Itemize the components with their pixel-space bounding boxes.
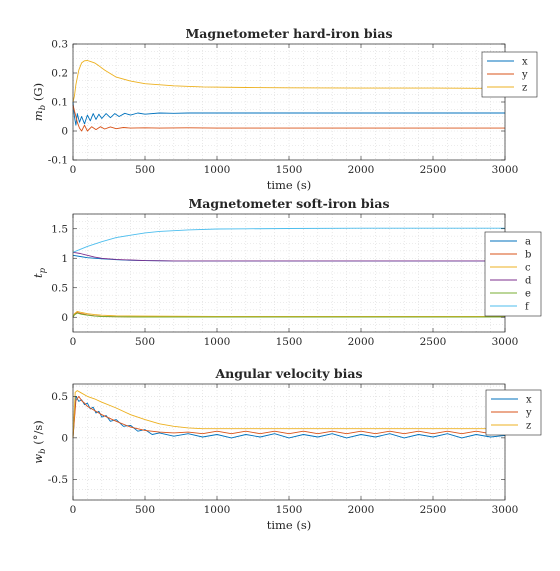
- legend-label: d: [525, 276, 532, 287]
- x-axis-label: time (s): [267, 178, 312, 192]
- y-tick-label: 0.5: [51, 391, 68, 403]
- chart-2: 0 500 1000 1500 2000 2500 3000 0 0.5 1 1.5 Magnetom…: [31, 196, 542, 348]
- legend-label: z: [526, 421, 531, 432]
- legend-label: b: [525, 250, 531, 261]
- series-line-d: [72, 251, 505, 262]
- y-axis-label: wb (°/s): [31, 420, 48, 463]
- x-tick-label: 2500: [420, 504, 447, 516]
- series-line-z: [72, 60, 506, 103]
- x-tick-label: 1000: [204, 504, 231, 516]
- x-tick-label: 1500: [276, 336, 303, 348]
- x-tick-label: 2500: [420, 164, 447, 176]
- legend-label: y: [521, 70, 528, 81]
- y-tick-label: 0.3: [51, 39, 68, 51]
- y-tick-label: 0.2: [51, 68, 68, 80]
- chart-1: 0 500 1000 1500 2000 2500 3000-0.100.10.20.3Ma…: [31, 26, 538, 192]
- chart-3: 0 500 1000 1500 2000 2500 3000 -0.5 0 0.5 Angular …: [31, 366, 542, 532]
- series-line-x: [72, 101, 505, 126]
- y-axis-label: mb (G): [31, 83, 48, 121]
- x-tick-label: 500: [135, 336, 155, 348]
- y-tick-label: -0.5: [48, 474, 68, 486]
- y-tick-label: 1: [61, 253, 68, 265]
- x-tick-label: 1000: [204, 164, 231, 176]
- series-line-y: [72, 395, 506, 438]
- series-line-f: [72, 227, 505, 253]
- y-tick-label: -0.1: [48, 155, 68, 167]
- y-tick-label: 0: [61, 126, 68, 138]
- y-tick-label: 1.5: [51, 223, 68, 235]
- y-tick-label: 0: [61, 432, 68, 444]
- x-tick-label: 500: [135, 504, 155, 516]
- x-tick-label: 2000: [348, 504, 375, 516]
- legend: xyz: [481, 51, 538, 98]
- chart-title: Magnetometer hard-iron bias: [185, 26, 392, 41]
- legend-label: a: [525, 237, 531, 248]
- legend-label: y: [525, 408, 532, 419]
- legend-label: e: [525, 289, 531, 300]
- x-tick-label: 1000: [204, 336, 231, 348]
- y-axis-label: tp: [31, 267, 48, 278]
- series-line-z: [72, 390, 505, 438]
- legend-box: [484, 231, 542, 317]
- legend: xyz: [485, 389, 542, 436]
- series-line-x: [72, 395, 506, 439]
- x-tick-label: 2000: [348, 336, 375, 348]
- x-tick-label: 1500: [276, 164, 303, 176]
- legend-label: x: [526, 395, 532, 406]
- x-tick-label: 0: [70, 336, 77, 348]
- y-tick-label: 0.5: [51, 282, 68, 294]
- x-axis-label: time (s): [267, 518, 312, 532]
- series-line-y: [72, 104, 505, 132]
- legend-label: z: [522, 83, 527, 94]
- x-tick-label: 2000: [348, 164, 375, 176]
- x-tick-label: 0: [70, 504, 77, 516]
- x-tick-label: 3000: [492, 504, 519, 516]
- x-tick-label: 3000: [492, 336, 519, 348]
- y-tick-label: 0.1: [51, 97, 68, 109]
- x-tick-label: 500: [135, 164, 155, 176]
- y-tick-label: 0: [61, 312, 68, 324]
- chart-title: Angular velocity bias: [214, 366, 362, 381]
- series-line-e: [72, 312, 505, 318]
- x-tick-label: 3000: [492, 164, 519, 176]
- series-line-c: [72, 310, 505, 318]
- chart-title: Magnetometer soft-iron bias: [188, 196, 389, 211]
- x-tick-label: 2500: [420, 336, 447, 348]
- x-tick-label: 1500: [276, 504, 303, 516]
- legend-label: f: [525, 302, 530, 313]
- x-tick-label: 0: [70, 164, 77, 176]
- legend-label: x: [522, 57, 528, 68]
- legend-label: c: [525, 263, 531, 274]
